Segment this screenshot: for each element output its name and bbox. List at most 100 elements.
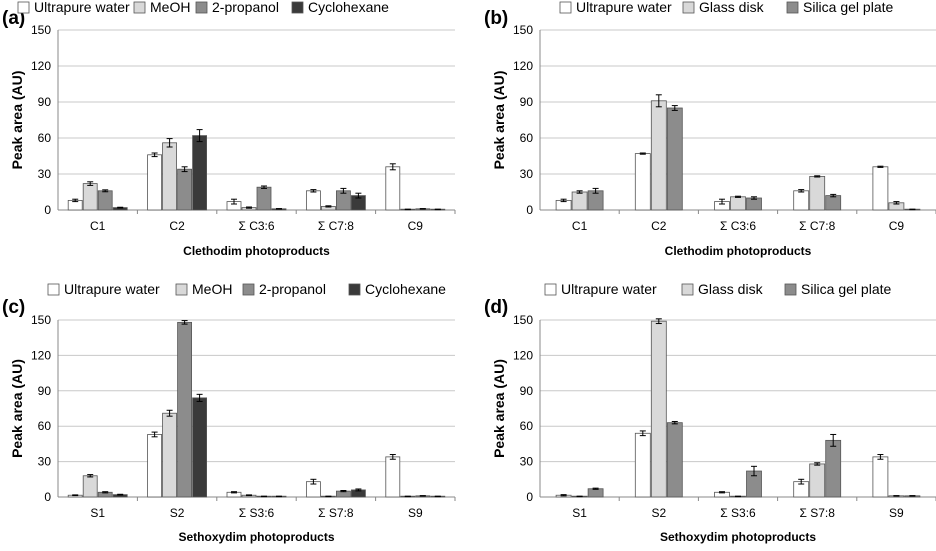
panel-label: (c) bbox=[2, 297, 25, 318]
bar bbox=[177, 168, 193, 211]
legend-label: Ultrapure water bbox=[64, 281, 160, 297]
x-tick-label: Σ C7:8 bbox=[799, 219, 835, 233]
panel-label: (d) bbox=[484, 297, 508, 318]
panel-label: (b) bbox=[484, 8, 508, 29]
bar bbox=[82, 475, 98, 498]
bar bbox=[147, 154, 163, 211]
legend-swatch bbox=[195, 1, 208, 14]
bar bbox=[650, 100, 667, 211]
legend-swatch bbox=[559, 1, 572, 14]
legend-label: Glass disk bbox=[698, 281, 764, 297]
y-tick-label: 30 bbox=[38, 455, 52, 469]
bar bbox=[587, 488, 604, 498]
bar bbox=[571, 191, 588, 211]
y-tick-label: 120 bbox=[31, 59, 51, 73]
bar bbox=[385, 456, 401, 498]
legend-swatch bbox=[681, 283, 694, 296]
legend-label: Ultrapure water bbox=[561, 281, 657, 297]
bar bbox=[82, 183, 98, 211]
chart-panel: 0 30 60 90 120 150 S1 S2 Σ S3:6 Σ S7:8 S9 (d) Peak a… bbox=[484, 281, 936, 544]
y-tick-label: 0 bbox=[44, 490, 51, 504]
bar bbox=[825, 195, 842, 211]
legend-label: Cyclohexane bbox=[308, 0, 389, 15]
x-tick-label: Σ S3:6 bbox=[239, 506, 275, 520]
y-tick-label: 0 bbox=[526, 490, 533, 504]
x-tick-label: S1 bbox=[90, 506, 105, 520]
legend-label: Glass disk bbox=[699, 0, 765, 15]
y-tick-label: 30 bbox=[38, 167, 52, 181]
x-tick-label: C2 bbox=[169, 219, 185, 233]
bar bbox=[634, 153, 651, 211]
y-axis-title: Peak area (AU) bbox=[491, 359, 507, 458]
bar bbox=[192, 397, 208, 498]
legend-label: Cyclohexane bbox=[365, 281, 446, 297]
x-tick-label: S2 bbox=[170, 506, 185, 520]
x-tick-label: Σ S7:8 bbox=[318, 506, 354, 520]
x-axis-title: Sethoxydim photoproducts bbox=[179, 530, 335, 544]
legend-label: 2-propanol bbox=[259, 281, 326, 297]
bar bbox=[809, 175, 826, 211]
y-tick-label: 60 bbox=[520, 419, 534, 433]
legend-swatch bbox=[133, 1, 146, 14]
bar bbox=[97, 190, 113, 211]
x-axis-title: Sethoxydim photoproducts bbox=[660, 530, 816, 544]
legend-label: Silica gel plate bbox=[803, 0, 893, 15]
legend-swatch bbox=[682, 1, 695, 14]
bar bbox=[650, 320, 667, 498]
bar bbox=[793, 190, 810, 211]
bar bbox=[162, 142, 178, 211]
x-tick-label: C1 bbox=[572, 219, 588, 233]
x-tick-label: Σ S3:6 bbox=[720, 506, 756, 520]
legend-swatch bbox=[786, 1, 799, 14]
bar bbox=[192, 135, 208, 211]
x-axis-title: Clethodim photoproducts bbox=[183, 244, 330, 258]
bar bbox=[872, 456, 889, 498]
y-tick-label: 90 bbox=[520, 384, 534, 398]
legend-label: 2-propanol bbox=[212, 0, 279, 15]
legend-label: Ultrapure water bbox=[576, 0, 672, 15]
y-tick-label: 90 bbox=[38, 95, 52, 109]
bar bbox=[177, 321, 193, 498]
bar bbox=[872, 166, 889, 211]
y-tick-label: 120 bbox=[31, 348, 51, 362]
y-tick-label: 120 bbox=[513, 348, 533, 362]
bar bbox=[825, 439, 842, 498]
y-tick-label: 60 bbox=[38, 131, 52, 145]
y-tick-label: 150 bbox=[31, 23, 51, 37]
bar bbox=[746, 197, 762, 211]
bar bbox=[809, 463, 826, 498]
legend-label: MeOH bbox=[150, 0, 190, 15]
chart-panel: 0 30 60 90 120 150 S1 S2 Σ S3:6 Σ S7:8 S9 (c) Peak a… bbox=[2, 281, 456, 544]
x-tick-label: S9 bbox=[889, 506, 904, 520]
y-tick-label: 150 bbox=[513, 23, 533, 37]
y-tick-label: 90 bbox=[520, 95, 534, 109]
y-axis-title: Peak area (AU) bbox=[9, 359, 25, 458]
y-tick-label: 60 bbox=[520, 131, 534, 145]
y-tick-label: 0 bbox=[526, 203, 533, 217]
legend-swatch bbox=[544, 283, 557, 296]
y-tick-label: 60 bbox=[38, 419, 52, 433]
bar bbox=[666, 107, 683, 211]
legend-swatch bbox=[348, 283, 361, 296]
legend-label: Ultrapure water bbox=[34, 0, 130, 15]
bar bbox=[162, 412, 178, 498]
y-tick-label: 90 bbox=[38, 384, 52, 398]
x-tick-label: Σ C3:6 bbox=[238, 219, 274, 233]
legend-swatch bbox=[291, 1, 304, 14]
bar bbox=[256, 186, 272, 211]
bar bbox=[385, 166, 401, 211]
y-axis-title: Peak area (AU) bbox=[9, 71, 25, 170]
legend-swatch bbox=[17, 1, 30, 14]
legend-swatch bbox=[784, 283, 797, 296]
legend-swatch bbox=[242, 283, 255, 296]
x-tick-label: Σ C3:6 bbox=[720, 219, 756, 233]
bar bbox=[305, 190, 321, 211]
x-tick-label: Σ S7:8 bbox=[799, 506, 835, 520]
y-tick-label: 0 bbox=[44, 203, 51, 217]
bar bbox=[666, 422, 683, 498]
x-tick-label: C9 bbox=[408, 219, 424, 233]
y-axis-title: Peak area (AU) bbox=[491, 71, 507, 170]
